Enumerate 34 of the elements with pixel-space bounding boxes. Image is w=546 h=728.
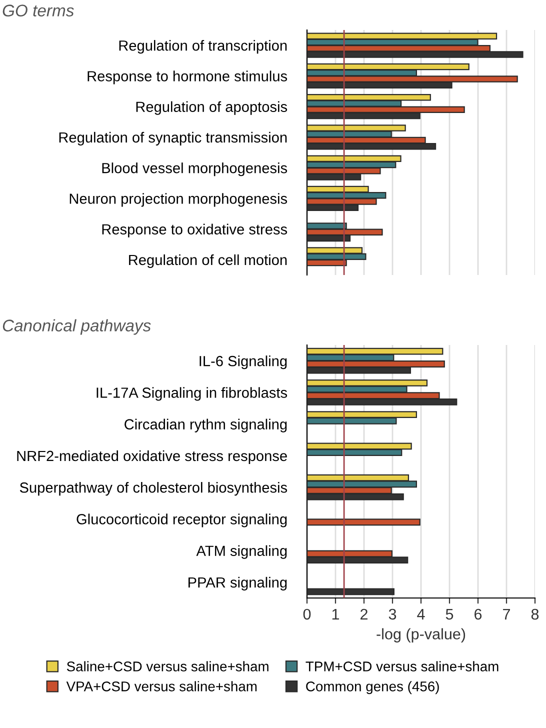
y-tick-label: PPAR signaling bbox=[188, 576, 287, 590]
bar bbox=[307, 588, 394, 596]
y-tick-label: Superpathway of cholesterol biosynthesis bbox=[20, 482, 288, 496]
y-tick-label: Regulation of transcription bbox=[119, 40, 287, 54]
x-tick-label: 2 bbox=[360, 608, 368, 620]
y-tick-label: ATM signaling bbox=[196, 545, 287, 559]
y-tick-label: Regulation of apoptosis bbox=[136, 101, 288, 115]
y-tick-label: Regulation of cell motion bbox=[129, 254, 287, 268]
x-tick-label: 0 bbox=[303, 608, 311, 620]
legend-label: VPA+CSD versus saline+sham bbox=[66, 681, 257, 692]
y-tick-label: NRF2-mediated oxidative stress response bbox=[17, 450, 287, 464]
x-tick-label: 5 bbox=[446, 608, 454, 620]
x-tick-label: 1 bbox=[332, 608, 340, 620]
legend-label: Saline+CSD versus saline+sham bbox=[66, 661, 268, 672]
x-tick-label: 7 bbox=[503, 608, 510, 620]
legend-label: TPM+CSD versus saline+sham bbox=[306, 661, 498, 672]
y-tick-label: Neuron projection morphogenesis bbox=[70, 193, 288, 207]
x-tick-label: 8 bbox=[531, 608, 539, 620]
y-tick-label: Blood vessel morphogenesis bbox=[102, 162, 288, 176]
y-tick-label: Circadian rythm signaling bbox=[124, 418, 287, 432]
text: Canonical pathways bbox=[2, 319, 151, 335]
y-tick-label: Response to hormone stimulus bbox=[88, 70, 288, 84]
y-tick-label: Response to oxidative stress bbox=[102, 224, 288, 238]
bar bbox=[307, 518, 420, 526]
x-tick-label: 3 bbox=[388, 608, 396, 620]
legend-label: Common genes (456) bbox=[306, 681, 439, 694]
y-tick-label: Regulation of synaptic transmission bbox=[59, 132, 287, 146]
x-tick-label: 4 bbox=[417, 608, 425, 620]
x-tick-label: 6 bbox=[474, 608, 482, 620]
y-tick-label: IL-17A Signaling in fibroblasts bbox=[96, 387, 288, 401]
y-tick-label: Glucocorticoid receptor signaling bbox=[76, 514, 287, 528]
x-axis-title: -log (p-value) bbox=[376, 628, 466, 642]
text: GO terms bbox=[2, 4, 74, 16]
y-tick-label: IL-6 Signaling bbox=[200, 356, 287, 370]
